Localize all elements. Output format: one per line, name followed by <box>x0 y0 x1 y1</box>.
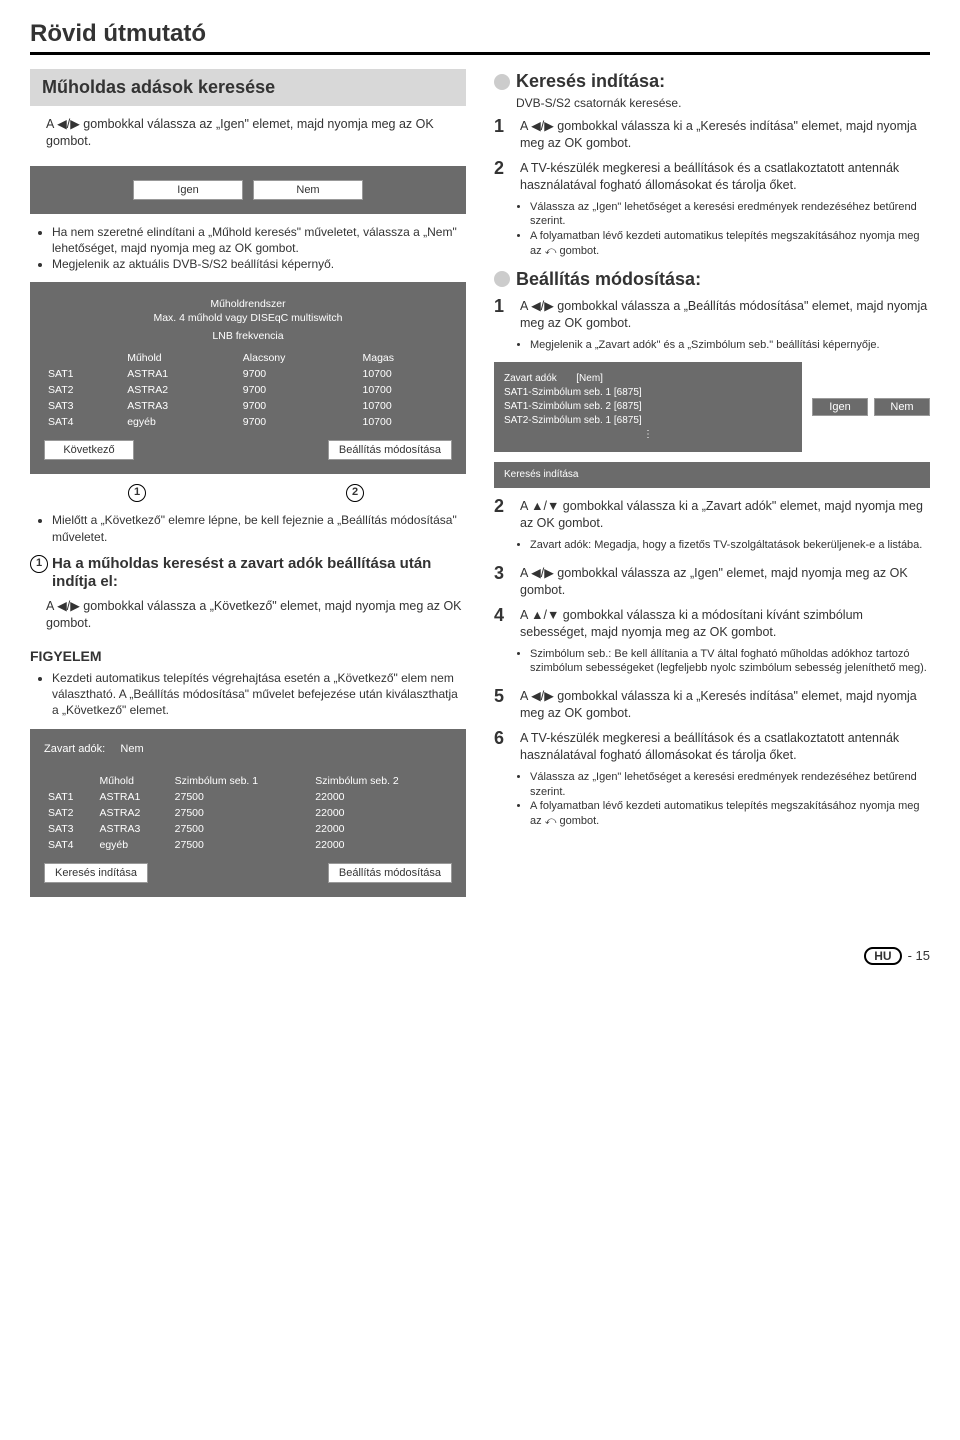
m6-bullets: Válassza az „Igen" lehetőséget a keresés… <box>494 770 930 829</box>
modify-settings-button-2[interactable]: Beállítás módosítása <box>328 863 452 883</box>
page-number: - 15 <box>908 948 930 963</box>
right-column: Keresés indítása: DVB-S/S2 csatornák ker… <box>494 69 930 907</box>
bullet: Megjelenik az aktuális DVB-S/S2 beállítá… <box>52 256 466 272</box>
zbox-row: SAT2-Szimbólum seb. 1 [6875] <box>504 414 792 428</box>
bullet: Zavart adók: Megadja, hogy a fizetős TV-… <box>530 538 930 553</box>
zbox-title: Zavart adók [Nem] <box>504 372 792 386</box>
step-text: A ◀/▶ gombokkal válassza ki a „Keresés i… <box>520 686 930 722</box>
bullet: A folyamatban lévő kezdeti automatikus t… <box>530 799 930 829</box>
step-num: 2 <box>494 158 512 194</box>
left-bullets-1: Ha nem szeretné elindítani a „Műhold ker… <box>30 224 466 273</box>
sat-table: MűholdAlacsonyMagas SAT1ASTRA1970010700 … <box>44 350 452 430</box>
right-s2-bullets: Válassza az „Igen" lehetőséget a keresés… <box>494 200 930 259</box>
bullet: A folyamatban lévő kezdeti automatikus t… <box>530 229 930 259</box>
right-head-search: Keresés indítása: <box>494 71 930 92</box>
step-num: 1 <box>494 116 512 152</box>
mid-bullet: Mielőtt a „Következő" elemre lépne, be k… <box>30 512 466 544</box>
language-badge: HU <box>864 947 901 965</box>
step-num: 3 <box>494 563 512 599</box>
bullet: Megjelenik a „Zavart adók" és a „Szimból… <box>530 338 930 353</box>
badge-1: 1 <box>128 484 146 502</box>
zavart-side-box: Zavart adók [Nem] SAT1-Szimbólum seb. 1 … <box>494 362 930 452</box>
screenbox-zavart: Zavart adók: Nem MűholdSzimbólum seb. 1S… <box>30 729 466 897</box>
step-text: A ◀/▶ gombokkal válassza az „Igen" eleme… <box>520 563 930 599</box>
right-head-mod: Beállítás módosítása: <box>494 269 930 290</box>
m4-bullet: Szimbólum seb.: Be kell állítania a TV á… <box>494 647 930 677</box>
step-text: A TV-készülék megkeresi a beállítások és… <box>520 158 930 194</box>
left-intro: A ◀/▶ gombokkal válassza az „Igen" eleme… <box>30 116 466 160</box>
attention-bullets: Kezdeti automatikus telepítés végrehajtá… <box>30 670 466 719</box>
bullet: Válassza az „Igen" lehetőséget a keresés… <box>530 770 930 800</box>
zbox-bottom: Keresés indítása <box>494 462 930 488</box>
screenbox-igen-nem: Igen Nem <box>30 166 466 214</box>
subhead-1: 1 Ha a műholdas keresést a zavart adók b… <box>30 555 466 593</box>
step-text: A ◀/▶ gombokkal válassza ki a „Keresés i… <box>520 116 930 152</box>
bullet: Mielőtt a „Következő" elemre lépne, be k… <box>52 512 466 544</box>
step-text: A ▲/▼ gombokkal válassza ki a módosítani… <box>520 605 930 641</box>
sat-hdr2: Max. 4 műhold vagy DISEqC multiswitch <box>44 312 452 324</box>
step-text: A ◀/▶ gombokkal válassza a „Beállítás mó… <box>520 296 930 332</box>
step-num: 6 <box>494 728 512 764</box>
bullet: Válassza az „Igen" lehetőséget a keresés… <box>530 200 930 230</box>
zbox-row: SAT1-Szimbólum seb. 1 [6875] <box>504 386 792 400</box>
number-badges: 1 2 <box>30 484 466 502</box>
step-num: 1 <box>494 296 512 332</box>
bullet: Szimbólum seb.: Be kell állítania a TV á… <box>530 647 930 677</box>
lnb-label: LNB frekvencia <box>44 330 452 342</box>
nem-option[interactable]: Nem <box>874 398 930 416</box>
bullet: Kezdeti automatikus telepítés végrehajtá… <box>52 670 466 719</box>
igen-nem-choice: Igen Nem <box>812 362 930 452</box>
step-num: 5 <box>494 686 512 722</box>
page-title: Rövid útmutató <box>30 20 930 55</box>
screenbox-satellite: Műholdrendszer Max. 4 műhold vagy DISEqC… <box>30 282 466 474</box>
m1-bullet: Megjelenik a „Zavart adók" és a „Szimból… <box>494 338 930 353</box>
igen-button[interactable]: Igen <box>133 180 243 200</box>
badge-2: 2 <box>346 484 364 502</box>
right-sub-search: DVB-S/S2 csatornák keresése. <box>494 96 930 110</box>
attention-label: FIGYELEM <box>30 648 466 664</box>
para-after-head1: A ◀/▶ gombokkal válassza a „Következő" e… <box>30 598 466 642</box>
zavart-top: Zavart adók: Nem <box>44 743 452 765</box>
subhead-1-text: Ha a műholdas keresést a zavart adók beá… <box>52 555 466 593</box>
igen-option[interactable]: Igen <box>812 398 868 416</box>
zbox-dots: ⋮ <box>504 428 792 442</box>
bullet: Ha nem szeretné elindítani a „Műhold ker… <box>52 224 466 256</box>
step-num: 2 <box>494 496 512 532</box>
zavart-table: MűholdSzimbólum seb. 1Szimbólum seb. 2 S… <box>44 773 452 853</box>
gray-dot-icon <box>494 74 510 90</box>
step-text: A ▲/▼ gombokkal válassza ki a „Zavart ad… <box>520 496 930 532</box>
start-search-button[interactable]: Keresés indítása <box>44 863 148 883</box>
page-footer: HU - 15 <box>30 947 930 965</box>
m2-bullet: Zavart adók: Megadja, hogy a fizetős TV-… <box>494 538 930 553</box>
circle-1-icon: 1 <box>30 555 48 573</box>
left-column: Műholdas adások keresése A ◀/▶ gombokkal… <box>30 69 466 907</box>
step-num: 4 <box>494 605 512 641</box>
gray-dot-icon <box>494 271 510 287</box>
zavart-mini-screen: Zavart adók [Nem] SAT1-Szimbólum seb. 1 … <box>494 362 802 452</box>
next-button[interactable]: Következő <box>44 440 134 460</box>
section-title-left: Műholdas adások keresése <box>30 69 466 106</box>
modify-settings-button[interactable]: Beállítás módosítása <box>328 440 452 460</box>
step-text: A TV-készülék megkeresi a beállítások és… <box>520 728 930 764</box>
zbox-row: SAT1-Szimbólum seb. 2 [6875] <box>504 400 792 414</box>
sat-hdr1: Műholdrendszer <box>44 298 452 310</box>
nem-button[interactable]: Nem <box>253 180 363 200</box>
